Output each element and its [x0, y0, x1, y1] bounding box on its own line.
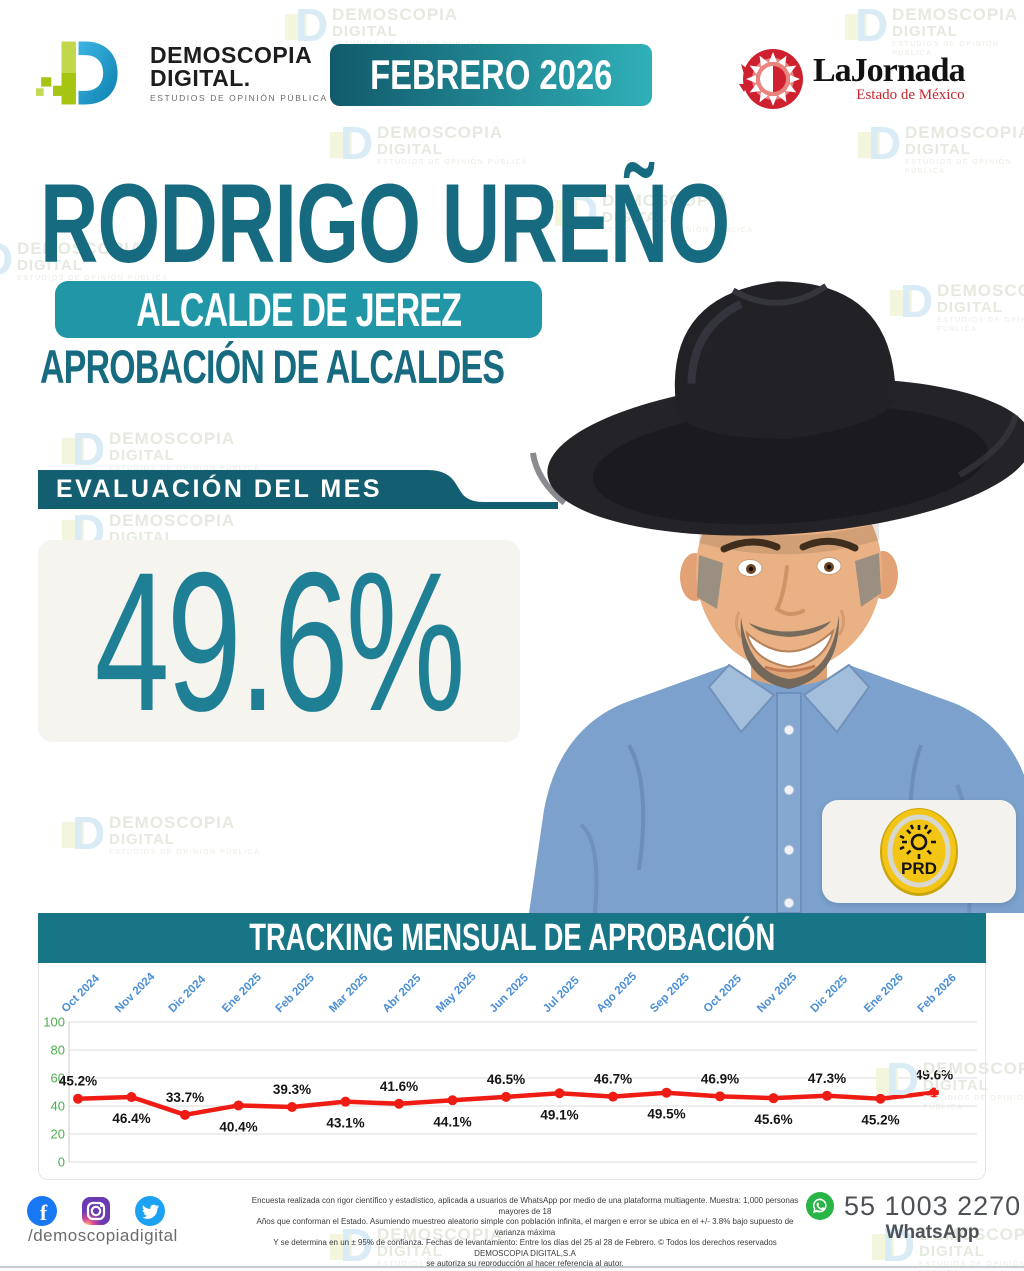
facebook-icon[interactable]: f: [27, 1196, 57, 1226]
social-handle: /demoscopiadigital: [28, 1226, 178, 1245]
tracking-title: TRACKING MENSUAL DE APROBACIÓN: [249, 916, 775, 959]
demoscopia-logo-icon: [36, 41, 118, 105]
svg-text:Jul 2025: Jul 2025: [541, 974, 582, 1015]
tracking-chart-card: 0 20 40 60 80 100 Oct 2024 Nov 2024 Dic 2024 Ene …: [38, 963, 986, 1180]
svg-text:Dic 2025: Dic 2025: [809, 973, 851, 1015]
bottom-divider: [0, 1266, 1024, 1268]
svg-text:45.2%: 45.2%: [59, 1074, 97, 1089]
section-title-aprobacion: APROBACIÓN DE ALCALDES: [40, 340, 505, 393]
svg-text:46.7%: 46.7%: [594, 1072, 632, 1087]
approval-score-value: 49.6%: [94, 530, 466, 752]
lajornada-logo: LaJornada Estado de México: [735, 40, 966, 118]
period-banner: FEBRERO 2026: [330, 44, 652, 106]
instagram-icon[interactable]: [81, 1196, 111, 1226]
svg-text:43.1%: 43.1%: [326, 1116, 364, 1131]
svg-text:80: 80: [51, 1043, 65, 1058]
svg-text:100: 100: [43, 1015, 65, 1030]
whatsapp-icon[interactable]: [806, 1192, 834, 1220]
twitter-icon[interactable]: [135, 1196, 165, 1226]
period-banner-label: FEBRERO 2026: [369, 51, 613, 98]
methodology-disclaimer: Encuesta realizada con rigor científico …: [251, 1196, 799, 1268]
svg-text:49.1%: 49.1%: [540, 1107, 578, 1122]
brand-name-line1: DEMOSCOPIA: [150, 41, 313, 68]
evaluation-banner: [38, 470, 558, 509]
candidate-photo: [529, 281, 1024, 913]
svg-text:46.5%: 46.5%: [487, 1072, 525, 1087]
whatsapp-label: WhatsApp: [885, 1222, 980, 1243]
prd-logo-icon: PRD: [880, 807, 958, 896]
lajornada-sun-icon: [739, 49, 803, 109]
svg-text:0: 0: [58, 1155, 65, 1170]
svg-text:Ene 2026: Ene 2026: [862, 971, 906, 1015]
svg-text:41.6%: 41.6%: [380, 1079, 418, 1094]
svg-text:44.1%: 44.1%: [433, 1114, 471, 1129]
svg-text:Oct 2025: Oct 2025: [702, 972, 745, 1015]
svg-text:Feb 2025: Feb 2025: [274, 971, 318, 1015]
demoscopia-logo: DEMOSCOPIA DIGITAL. ESTUDIOS DE OPINIÓN …: [36, 36, 328, 110]
lajornada-name: LaJornada: [813, 52, 966, 89]
tracking-banner: TRACKING MENSUAL DE APROBACIÓN: [38, 913, 986, 963]
whatsapp-contact[interactable]: 55 1003 2270 WhatsApp: [806, 1192, 1021, 1244]
svg-text:47.3%: 47.3%: [808, 1071, 846, 1086]
svg-text:Oct 2024: Oct 2024: [60, 972, 103, 1015]
party-badge-card: PRD: [822, 800, 1016, 903]
brand-tagline: ESTUDIOS DE OPINIÓN PÚBLICA: [150, 92, 328, 103]
whatsapp-number[interactable]: 55 1003 2270: [844, 1191, 1022, 1221]
svg-text:49.5%: 49.5%: [647, 1107, 685, 1122]
svg-text:46.4%: 46.4%: [112, 1111, 150, 1126]
svg-text:45.2%: 45.2%: [861, 1113, 899, 1128]
lajornada-subtitle: Estado de México: [856, 87, 965, 103]
svg-text:Jun 2025: Jun 2025: [488, 971, 532, 1015]
svg-text:Abr 2025: Abr 2025: [381, 972, 424, 1015]
candidate-role-badge: ALCALDE DE JEREZ: [55, 281, 542, 338]
evaluation-label: EVALUACIÓN DEL MES: [56, 475, 383, 503]
svg-text:f: f: [40, 1200, 48, 1225]
svg-text:Nov 2024: Nov 2024: [113, 970, 158, 1015]
svg-text:60: 60: [51, 1071, 65, 1086]
approval-score-card: 49.6%: [38, 531, 520, 752]
svg-text:May 2025: May 2025: [434, 970, 479, 1015]
svg-text:Nov 2025: Nov 2025: [755, 970, 800, 1015]
svg-text:Sep 2025: Sep 2025: [648, 971, 692, 1015]
svg-text:39.3%: 39.3%: [273, 1082, 311, 1097]
brand-name-line2: DIGITAL.: [150, 64, 251, 91]
social-icons: f: [27, 1196, 165, 1226]
svg-text:Mar 2025: Mar 2025: [327, 971, 371, 1015]
svg-text:PRD: PRD: [901, 859, 937, 878]
svg-text:40: 40: [51, 1099, 65, 1114]
candidate-role-label: ALCALDE DE JEREZ: [135, 283, 462, 336]
svg-text:20: 20: [51, 1127, 65, 1142]
svg-text:45.6%: 45.6%: [754, 1112, 792, 1127]
svg-text:Feb 2026: Feb 2026: [916, 972, 959, 1015]
svg-text:Ago 2025: Ago 2025: [595, 970, 640, 1015]
candidate-name-title: RODRIGO UREÑO: [40, 161, 730, 286]
svg-text:49.6%: 49.6%: [915, 1068, 953, 1083]
svg-text:Ene 2025: Ene 2025: [220, 971, 264, 1015]
svg-text:Dic 2024: Dic 2024: [167, 973, 209, 1015]
svg-text:40.4%: 40.4%: [219, 1119, 257, 1134]
svg-text:33.7%: 33.7%: [166, 1090, 204, 1105]
svg-text:46.9%: 46.9%: [701, 1071, 739, 1086]
